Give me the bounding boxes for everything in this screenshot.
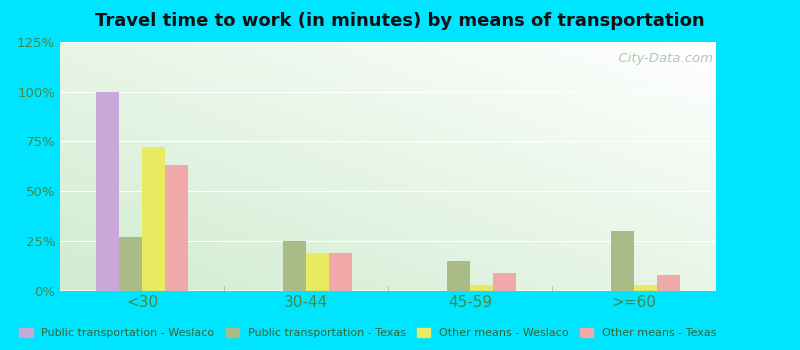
- Bar: [96, 92, 119, 290]
- Bar: [306, 253, 329, 290]
- Bar: [283, 241, 306, 290]
- Bar: [470, 285, 493, 290]
- Bar: [165, 165, 188, 290]
- Bar: [493, 273, 516, 290]
- Bar: [657, 275, 680, 290]
- Text: City-Data.com: City-Data.com: [610, 52, 713, 65]
- Bar: [142, 147, 165, 290]
- Legend: Public transportation - Weslaco, Public transportation - Texas, Other means - We: Public transportation - Weslaco, Public …: [15, 323, 721, 343]
- Bar: [634, 285, 657, 290]
- Bar: [329, 253, 352, 290]
- Bar: [447, 261, 470, 290]
- Bar: [119, 237, 142, 290]
- Bar: [611, 231, 634, 290]
- Text: Travel time to work (in minutes) by means of transportation: Travel time to work (in minutes) by mean…: [95, 12, 705, 30]
